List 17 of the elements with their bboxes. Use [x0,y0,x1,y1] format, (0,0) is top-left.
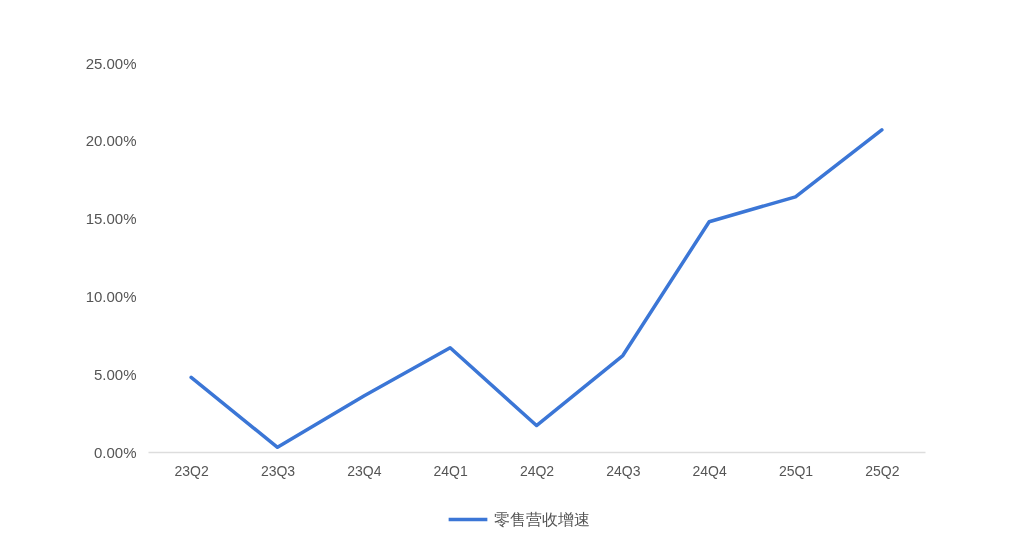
x-tick-label: 25Q1 [778,462,814,479]
legend-label: 零售营收增速 [493,510,590,528]
line-series [189,128,884,450]
y-tick-label: 20.00% [85,132,137,150]
y-tick-label: 25.00% [85,54,137,72]
x-tick-label: 23Q2 [174,462,209,479]
y-tick-label: 15.00% [85,210,137,228]
x-tick-label: 24Q1 [433,462,468,479]
x-tick-label: 23Q4 [347,462,382,479]
y-tick-label: 0.00% [93,443,137,461]
x-tick-label: 25Q2 [865,462,900,479]
y-tick-label: 5.00% [93,365,137,383]
x-tick-label: 24Q2 [519,462,555,479]
x-tick-label: 24Q4 [692,462,727,479]
x-tick-label: 23Q3 [260,462,296,479]
y-tick-label: 10.00% [85,287,137,305]
x-tick-label: 24Q3 [606,462,641,479]
